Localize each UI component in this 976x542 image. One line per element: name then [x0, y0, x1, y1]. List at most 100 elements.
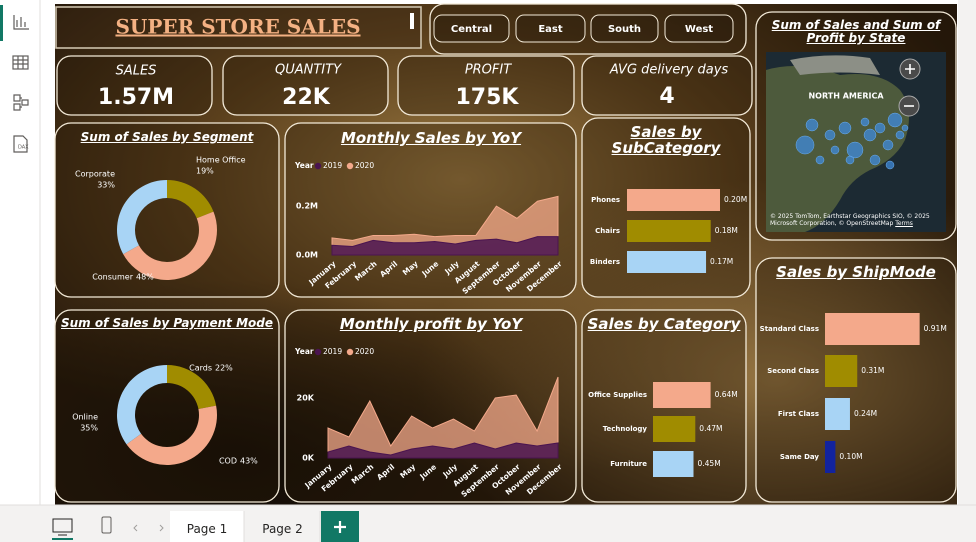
slicer-label: East	[538, 24, 563, 35]
y-tick-label: 0K	[302, 454, 315, 463]
visual-panel	[54, 122, 280, 298]
bar-value: 0.47M	[699, 424, 722, 433]
page-tab[interactable]: Page 1	[186, 522, 228, 536]
slice-label: Consumer	[92, 273, 134, 282]
bar-category: Technology	[603, 425, 648, 433]
filter-panel	[429, 3, 747, 55]
bar	[627, 220, 711, 242]
scroll-area	[958, 0, 976, 505]
slice-label: COD	[219, 457, 237, 466]
slice-label: Home Office	[196, 156, 246, 165]
bar-category: Second Class	[767, 367, 819, 375]
kpi-value: 1.57M	[98, 85, 174, 110]
kpi-label: SALES	[116, 64, 157, 79]
slicer-button[interactable]	[433, 14, 510, 43]
bar-category: Phones	[591, 196, 620, 204]
bar-value: 0.18M	[715, 226, 738, 235]
bar	[825, 313, 920, 345]
map[interactable]: NORTH AMERICA	[766, 52, 946, 232]
legend-marker	[314, 348, 322, 356]
visual-panel	[54, 309, 280, 503]
slice-label: Corporate	[75, 170, 115, 179]
bar-value: 0.10M	[839, 452, 862, 461]
slice-label: Online	[72, 413, 98, 422]
slicer-button[interactable]	[515, 14, 586, 43]
bar-category: Chairs	[595, 227, 620, 235]
bar-category: First Class	[778, 410, 819, 418]
dax-view-icon[interactable]	[13, 135, 28, 153]
bar-value: 0.17M	[710, 257, 733, 266]
kpi-value: 22K	[282, 85, 331, 110]
bar	[627, 189, 720, 211]
kpi-card	[581, 55, 753, 116]
terms-link[interactable]: Terms	[895, 219, 913, 227]
slicer-button[interactable]	[664, 14, 734, 43]
map-land	[790, 55, 880, 75]
mobile-view-button[interactable]	[101, 516, 112, 534]
model-view-icon[interactable]	[13, 94, 29, 111]
legend-label: 2019	[323, 347, 342, 356]
slice-value: 48%	[136, 273, 154, 282]
slicer-label: West	[685, 24, 713, 35]
table-view-icon[interactable]	[12, 55, 29, 70]
bar	[653, 451, 694, 477]
kpi-card	[222, 55, 389, 116]
legend-title: Year	[294, 347, 314, 356]
visual-title: Sales by Category	[587, 315, 741, 333]
area-series	[327, 442, 559, 459]
slicer-button[interactable]	[590, 14, 659, 43]
legend-label: 2020	[355, 161, 374, 170]
bar-value: 0.91M	[924, 324, 947, 333]
bar-value: 0.20M	[724, 195, 747, 204]
kpi-value: 175K	[456, 85, 520, 110]
active-tab[interactable]	[170, 511, 244, 542]
donut-slice	[167, 180, 214, 219]
report-view-icon[interactable]	[13, 15, 29, 30]
y-tick-label: 0.2M	[296, 202, 318, 211]
zoom-in-icon	[905, 64, 915, 74]
table-grid	[13, 56, 28, 69]
desktop-active	[52, 538, 73, 540]
bar-value: 0.31M	[861, 366, 884, 375]
area-series	[331, 236, 559, 256]
visual-title: Sum of Sales by Segment	[80, 130, 254, 144]
bar-category: Office Supplies	[588, 391, 647, 399]
slice-value: 33%	[97, 181, 115, 190]
map-attribution: © 2025 TomTom, Earthstar Geographics SIO…	[770, 213, 944, 228]
y-tick-label: 0.0M	[296, 251, 318, 260]
donut-slice	[117, 365, 167, 445]
kpi-card	[397, 55, 575, 116]
slice-value: 19%	[196, 167, 214, 176]
legend-label: 2019	[323, 161, 342, 170]
bar	[825, 355, 858, 387]
legend-label: 2020	[355, 347, 374, 356]
donut-slice	[123, 211, 217, 280]
bar-category: Binders	[590, 258, 620, 266]
bar	[825, 398, 850, 430]
active-indicator	[0, 5, 3, 41]
bar-value: 0.24M	[854, 409, 877, 418]
visual-title: Monthly Sales by YoY	[340, 129, 522, 147]
bar-category: Same Day	[780, 453, 820, 461]
bar-value: 0.45M	[698, 459, 721, 468]
legend-title: Year	[294, 161, 314, 170]
bar	[653, 382, 711, 408]
page-bar	[0, 505, 976, 542]
page-nav-arrows[interactable]	[133, 524, 164, 532]
donut-slice	[126, 405, 217, 465]
donut-slice	[117, 180, 167, 255]
bar-category: Furniture	[610, 460, 647, 468]
report-title: SUPER STORE SALES	[115, 15, 360, 39]
desktop-view-button[interactable]	[52, 518, 73, 533]
add-page-icon	[334, 521, 346, 533]
bar-value: 0.64M	[715, 390, 738, 399]
visual-title: Sum of Sales and Sum of Profit by State	[771, 18, 941, 45]
slice-value: 35%	[80, 424, 98, 433]
donut-slice	[167, 365, 217, 410]
bar	[653, 416, 696, 442]
sidebar	[0, 0, 40, 505]
page-tab[interactable]: Page 2	[262, 522, 303, 536]
slice-label: Cards	[189, 364, 212, 373]
kpi-value: 4	[659, 84, 674, 109]
